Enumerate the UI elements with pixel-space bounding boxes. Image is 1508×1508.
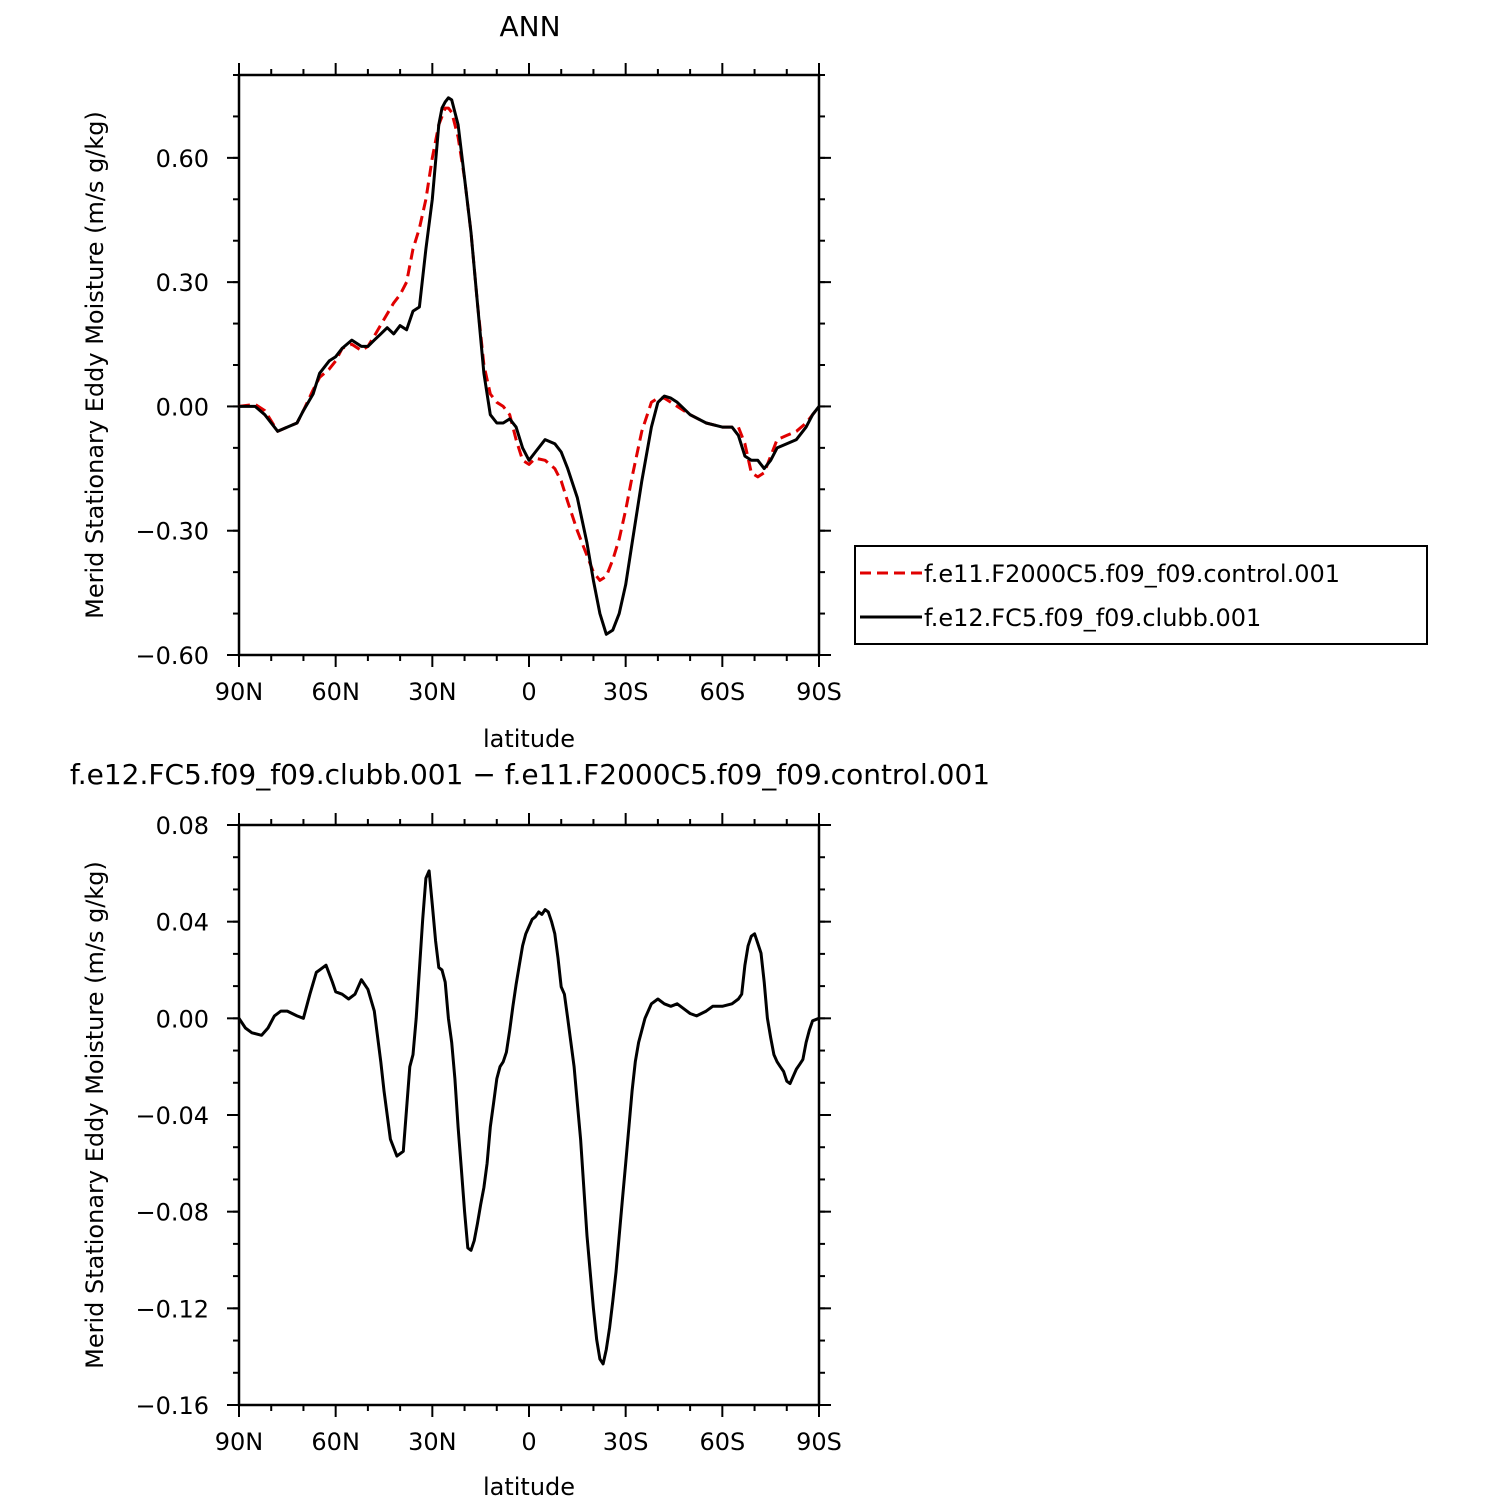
- x-tick-label: 60N: [311, 678, 360, 706]
- panel-bottom-xlabel: latitude: [483, 1473, 575, 1501]
- y-tick-label: 0.00: [156, 393, 209, 421]
- legend: f.e11.F2000C5.f09_f09.control.001 f.e12.…: [854, 545, 1428, 645]
- panel-bottom-ylabel: Merid Stationary Eddy Moisture (m/s g/kg…: [81, 861, 109, 1369]
- x-tick-label: 90S: [796, 678, 842, 706]
- panel-bottom-frame: [237, 823, 821, 1407]
- x-tick-label: 90S: [796, 1428, 842, 1456]
- x-tick-label: 30N: [408, 678, 457, 706]
- panel-bottom-series: [237, 869, 820, 1366]
- panel-top-ticks: 90N 60N 30N 0 30S 60S 90S 0.60 0.30 0.00 −0.30 −0.6…: [135, 63, 842, 706]
- y-tick-label: 0.04: [156, 909, 209, 937]
- x-tick-label: 30S: [603, 678, 649, 706]
- y-tick-label: −0.08: [135, 1199, 209, 1227]
- x-tick-label: 30N: [408, 1428, 457, 1456]
- y-tick-label: 0.08: [156, 812, 209, 840]
- panel-top-xlabel: latitude: [483, 725, 575, 753]
- x-tick-label: 30S: [603, 1428, 649, 1456]
- x-tick-label: 90N: [215, 678, 264, 706]
- y-tick-label: −0.16: [135, 1392, 209, 1420]
- series-line-control: [238, 106, 821, 582]
- legend-box: [854, 545, 1428, 645]
- y-tick-label: −0.30: [135, 518, 209, 546]
- x-tick-label: 90N: [215, 1428, 264, 1456]
- x-tick-label: 0: [521, 678, 536, 706]
- y-tick-label: 0.30: [156, 269, 209, 297]
- panel-bottom-title: f.e12.FC5.f09_f09.clubb.001 − f.e11.F200…: [70, 758, 990, 791]
- x-tick-label: 60N: [311, 1428, 360, 1456]
- legend-label-control: f.e11.F2000C5.f09_f09.control.001: [924, 560, 1340, 588]
- series-line-difference: [237, 869, 820, 1366]
- legend-label-clubb: f.e12.FC5.f09_f09.clubb.001: [924, 604, 1261, 632]
- x-tick-label: 60S: [699, 1428, 745, 1456]
- y-tick-label: 0.00: [156, 1005, 209, 1033]
- y-tick-label: −0.12: [135, 1295, 209, 1323]
- panel-bottom: f.e12.FC5.f09_f09.clubb.001 − f.e11.F200…: [70, 758, 990, 1501]
- x-tick-label: 0: [521, 1428, 536, 1456]
- panel-top-ylabel: Merid Stationary Eddy Moisture (m/s g/kg…: [81, 111, 109, 619]
- x-tick-label: 60S: [699, 678, 745, 706]
- panel-top-title: ANN: [499, 10, 560, 43]
- panel-bottom-ticks: 90N 60N 30N 0 30S 60S 90S 0.08 0.04 0.00 −0.04 −0.0…: [135, 812, 841, 1456]
- y-tick-label: −0.04: [135, 1102, 209, 1130]
- series-line-clubb: [239, 96, 821, 636]
- y-tick-label: 0.60: [156, 145, 209, 173]
- panel-top-series: [238, 96, 821, 636]
- panel-top: ANN 90N 60N 30N 0 30S 60S 90S 0.60 0.30 0.00 −0.30…: [81, 10, 1428, 753]
- y-tick-label: −0.60: [135, 642, 209, 670]
